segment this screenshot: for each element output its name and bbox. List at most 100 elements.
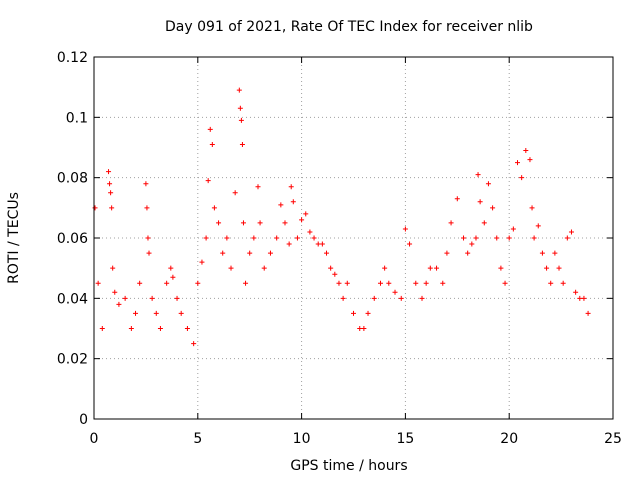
data-point	[143, 181, 149, 187]
data-point	[237, 105, 243, 111]
data-point	[144, 205, 150, 211]
data-point	[232, 190, 238, 196]
data-point	[228, 265, 234, 271]
data-point	[351, 310, 356, 316]
data-point	[199, 259, 205, 265]
data-point	[336, 280, 342, 286]
data-point	[477, 199, 483, 205]
data-point	[274, 235, 280, 241]
data-point	[324, 250, 330, 256]
data-point	[178, 310, 184, 316]
data-point	[239, 141, 245, 147]
data-point	[556, 265, 562, 271]
data-point	[552, 250, 558, 256]
data-point	[149, 295, 155, 301]
data-point	[386, 280, 392, 286]
data-point	[299, 217, 305, 223]
y-tick-label: 0.1	[66, 110, 88, 126]
chart-title: Day 091 of 2021, Rate Of TEC Index for r…	[165, 19, 533, 35]
data-point	[473, 235, 479, 241]
data-point	[510, 226, 516, 232]
data-point	[564, 235, 570, 241]
x-tick-label: 10	[293, 431, 311, 447]
data-point	[303, 211, 309, 217]
data-point	[585, 310, 591, 316]
data-point	[257, 220, 263, 226]
data-point	[523, 148, 529, 154]
data-point	[107, 181, 113, 187]
data-point	[427, 265, 433, 271]
data-point	[382, 265, 388, 271]
data-point	[240, 220, 246, 226]
data-point	[116, 301, 122, 307]
data-point	[311, 235, 317, 241]
data-point	[515, 160, 521, 166]
data-point	[95, 280, 101, 286]
data-point	[203, 235, 209, 241]
data-point	[288, 184, 294, 190]
data-point	[211, 205, 217, 211]
y-tick-label: 0.02	[57, 352, 88, 368]
data-point	[146, 250, 152, 256]
data-point	[145, 235, 151, 241]
x-tick-label: 5	[193, 431, 202, 447]
data-point	[109, 205, 115, 211]
x-tick-label: 25	[604, 431, 622, 447]
data-point	[475, 172, 481, 178]
data-point	[502, 280, 508, 286]
data-point	[340, 295, 346, 301]
data-point	[191, 341, 197, 347]
data-point	[519, 175, 525, 181]
data-point	[247, 250, 253, 256]
data-point	[461, 235, 467, 241]
data-point	[490, 205, 496, 211]
data-point	[494, 235, 500, 241]
data-point	[128, 326, 134, 331]
data-point	[92, 205, 98, 211]
data-point	[527, 157, 533, 163]
data-point	[481, 220, 487, 226]
data-point	[220, 250, 226, 256]
data-point	[267, 250, 273, 256]
data-point	[581, 295, 587, 301]
data-point	[319, 241, 325, 247]
data-point	[402, 226, 408, 232]
y-tick-label: 0.04	[57, 291, 88, 307]
data-point	[361, 326, 367, 331]
data-point	[344, 280, 350, 286]
data-point	[137, 280, 143, 286]
data-point	[531, 235, 537, 241]
data-point	[413, 280, 419, 286]
data-point	[195, 280, 201, 286]
data-point	[209, 141, 215, 147]
data-point	[106, 169, 112, 175]
data-point	[365, 310, 371, 316]
data-point	[535, 223, 541, 229]
data-point	[153, 310, 159, 316]
data-point	[216, 220, 222, 226]
data-point	[392, 289, 398, 295]
data-point	[205, 178, 211, 184]
data-point	[332, 271, 338, 277]
data-point	[133, 310, 139, 316]
data-point	[294, 235, 300, 241]
data-point	[568, 229, 574, 235]
data-point	[99, 326, 105, 331]
data-point	[236, 87, 242, 93]
data-point	[398, 295, 404, 301]
data-point	[207, 126, 213, 132]
data-point	[444, 250, 450, 256]
y-tick-label: 0	[79, 412, 88, 428]
data-point	[164, 280, 170, 286]
data-point	[290, 199, 296, 205]
x-tick-label: 15	[396, 431, 414, 447]
data-point	[423, 280, 429, 286]
data-point	[243, 280, 249, 286]
data-point	[440, 280, 446, 286]
data-point	[485, 181, 491, 187]
data-point	[307, 229, 313, 235]
data-point	[419, 295, 425, 301]
data-point	[174, 295, 180, 301]
data-point	[255, 184, 261, 190]
